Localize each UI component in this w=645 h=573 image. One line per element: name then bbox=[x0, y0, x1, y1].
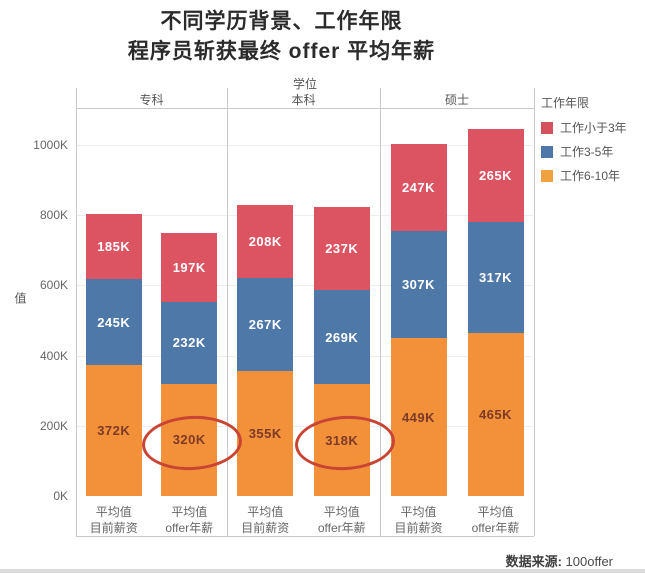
bar-segment: 269K bbox=[313, 289, 370, 385]
gridline bbox=[77, 215, 533, 217]
x-axis-label-line: offer年薪 bbox=[165, 521, 214, 535]
bar-segment: 355K bbox=[237, 371, 294, 496]
bar-segment: 185K bbox=[85, 214, 142, 280]
legend-swatch bbox=[541, 121, 553, 134]
y-axis-title: 值 bbox=[13, 292, 27, 304]
bar-segment: 245K bbox=[85, 279, 142, 366]
panel-border bbox=[76, 88, 77, 536]
x-axis-label-line: offer年薪 bbox=[317, 521, 366, 535]
bar-value-label: 185K bbox=[97, 239, 131, 255]
chart-title: 不同学历背景、工作年限 程序员斩获最终 offer 平均年薪 bbox=[0, 7, 563, 67]
legend: 工作年限 工作小于3年 工作3-5年 工作6-10年 bbox=[541, 94, 627, 191]
bar-value-label: 267K bbox=[248, 317, 282, 333]
y-tick-label: 200K bbox=[39, 418, 68, 433]
bar-value-label: 465K bbox=[478, 406, 513, 422]
bar-segment: 267K bbox=[237, 277, 294, 372]
data-source-label: 数据来源: bbox=[505, 554, 562, 569]
bar-segment: 265K bbox=[467, 128, 524, 222]
bar-value-label: 245K bbox=[97, 314, 131, 330]
x-axis-label-line: 平均值 bbox=[400, 505, 437, 519]
x-axis-line bbox=[76, 536, 534, 537]
panel-header: 本科 bbox=[291, 93, 316, 107]
x-axis-label-line: 平均值 bbox=[171, 505, 208, 519]
bar-segment: 465K bbox=[467, 332, 524, 496]
bar-value-label: 372K bbox=[97, 423, 131, 439]
x-axis-label-line: 平均值 bbox=[95, 505, 132, 519]
gridline bbox=[77, 355, 533, 357]
bar-segment: 307K bbox=[390, 230, 447, 339]
x-axis-label-line: 平均值 bbox=[247, 505, 284, 519]
y-tick-label: 600K bbox=[39, 278, 68, 293]
bar-segment: 232K bbox=[161, 302, 218, 384]
legend-item: 工作6-10年 bbox=[541, 167, 627, 184]
x-axis-label: 平均值 offer年薪 bbox=[441, 504, 551, 536]
bar-value-label: 247K bbox=[401, 179, 436, 195]
x-axis-label-line: 目前薪资 bbox=[89, 521, 138, 535]
panel-header: 硕士 bbox=[444, 93, 469, 107]
chart-title-line1: 不同学历背景、工作年限 bbox=[160, 10, 403, 33]
panel-border bbox=[380, 88, 381, 536]
y-tick-label: 1000K bbox=[33, 138, 68, 152]
chart-title-line2: 程序员斩获最终 offer 平均年薪 bbox=[127, 40, 436, 63]
panel-border bbox=[534, 88, 535, 536]
gridline bbox=[77, 285, 533, 287]
gridline bbox=[77, 425, 533, 427]
gridline bbox=[77, 145, 533, 146]
screenshot-edge-artifact bbox=[0, 569, 645, 573]
x-axis-label-line: 平均值 bbox=[323, 505, 360, 519]
bar-segment: 317K bbox=[467, 221, 524, 333]
x-axis-label-line: 平均值 bbox=[477, 505, 514, 519]
x-axis-label: 平均值 目前薪资 bbox=[364, 504, 474, 536]
bar-segment: 449K bbox=[390, 338, 447, 496]
x-axis-label: 平均值 offer年薪 bbox=[287, 504, 397, 536]
bar-value-label: 197K bbox=[172, 260, 206, 276]
header-separator-line bbox=[76, 108, 534, 109]
x-axis-label: 平均值 offer年薪 bbox=[134, 504, 244, 536]
bar-segment: 208K bbox=[237, 204, 294, 278]
panel-header: 专科 bbox=[139, 93, 164, 107]
column-field-label: 学位 bbox=[292, 77, 317, 91]
bar-value-label: 269K bbox=[325, 329, 359, 345]
x-axis-label-line: offer年薪 bbox=[471, 521, 520, 535]
bar-segment: 372K bbox=[85, 365, 142, 496]
x-axis-label: 平均值 目前薪资 bbox=[59, 504, 169, 536]
data-source: 数据来源: 100offer bbox=[506, 551, 613, 570]
bar-segment: 318K bbox=[313, 384, 370, 496]
y-tick-label: 800K bbox=[39, 208, 68, 223]
bar-value-label: 449K bbox=[401, 409, 436, 425]
bar-value-label: 208K bbox=[248, 233, 282, 249]
bar-value-label: 232K bbox=[172, 335, 206, 351]
legend-swatch bbox=[541, 145, 553, 158]
x-axis-label-line: 目前薪资 bbox=[394, 521, 443, 535]
bar-value-label: 237K bbox=[325, 240, 359, 256]
legend-item-label: 工作小于3年 bbox=[560, 121, 627, 135]
annotation-circle bbox=[140, 413, 244, 473]
panel-border bbox=[227, 88, 228, 536]
legend-item: 工作3-5年 bbox=[541, 143, 627, 160]
bar-value-label: 318K bbox=[325, 432, 359, 448]
x-axis-label-line: 目前薪资 bbox=[241, 521, 290, 535]
bar-segment: 247K bbox=[390, 143, 447, 231]
bar-segment: 237K bbox=[313, 206, 370, 290]
bar-segment: 197K bbox=[161, 233, 218, 303]
bar-segment: 320K bbox=[161, 383, 218, 496]
bar-value-label: 320K bbox=[172, 432, 206, 448]
y-tick-label: 0K bbox=[53, 489, 68, 503]
x-axis-label: 平均值 目前薪资 bbox=[210, 504, 320, 536]
legend-items: 工作小于3年 工作3-5年 工作6-10年 bbox=[541, 119, 627, 184]
bar-value-label: 317K bbox=[478, 269, 513, 285]
bar-value-label: 355K bbox=[248, 426, 282, 442]
legend-title: 工作年限 bbox=[541, 96, 590, 110]
bar-value-label: 307K bbox=[401, 277, 436, 293]
bar-value-label: 265K bbox=[478, 167, 513, 183]
legend-swatch bbox=[541, 169, 553, 182]
legend-item-label: 工作6-10年 bbox=[560, 169, 621, 183]
data-source-value: 100offer bbox=[565, 554, 613, 569]
legend-item-label: 工作3-5年 bbox=[560, 145, 614, 159]
legend-item: 工作小于3年 bbox=[541, 119, 627, 136]
y-tick-label: 400K bbox=[39, 348, 68, 363]
